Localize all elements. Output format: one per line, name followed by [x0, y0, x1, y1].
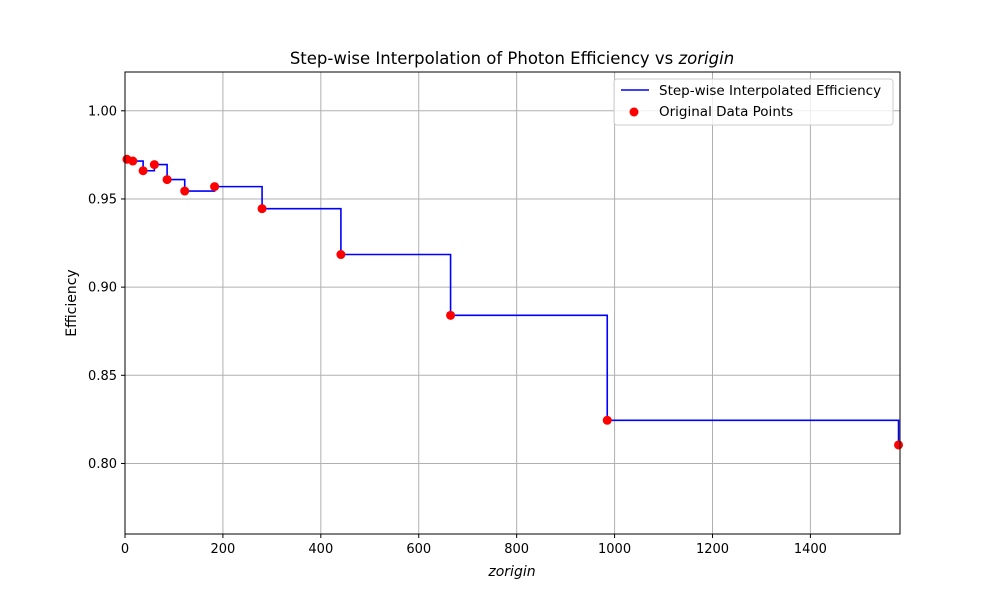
- y-axis-label: Efficiency: [64, 269, 80, 336]
- data-point: [149, 160, 159, 170]
- y-tick-label: 1.00: [88, 104, 117, 119]
- plot-series: [122, 154, 904, 450]
- y-tick-label: 0.80: [88, 457, 117, 472]
- legend-box: [613, 78, 894, 126]
- x-tick-label: 200: [211, 542, 236, 557]
- x-tick-label: 400: [308, 542, 333, 557]
- y-tick-label: 0.85: [88, 369, 117, 384]
- x-tick-label: 800: [504, 542, 529, 557]
- chart-title-prefix: Step-wise Interpolation of Photon Effici…: [290, 49, 679, 68]
- data-point: [257, 204, 267, 214]
- data-point: [894, 440, 904, 450]
- data-point: [446, 310, 456, 320]
- legend-marker-swatch: [629, 107, 639, 117]
- y-tick-label: 0.90: [88, 281, 117, 296]
- plot-frame: [124, 71, 901, 535]
- data-point: [602, 415, 612, 425]
- axis-ticks: 0 200 400 600 800 1000 1200 1400 0.80 0.85 0.90 0.9…: [88, 104, 827, 557]
- series-step-line: [126, 158, 900, 445]
- chart-title: Step-wise Interpolation of Photon Effici…: [290, 49, 734, 68]
- x-axis-label: zorigin: [487, 564, 535, 580]
- data-point: [162, 175, 172, 185]
- x-tick-label: 1400: [794, 542, 827, 557]
- x-tick-label: 1200: [696, 542, 729, 557]
- y-tick-label: 0.95: [88, 192, 117, 207]
- legend-label-step: Step-wise Interpolated Efficiency: [659, 83, 881, 99]
- legend-label-points: Original Data Points: [659, 104, 793, 120]
- data-point: [210, 182, 220, 192]
- data-point: [138, 166, 148, 176]
- x-tick-label: 1000: [598, 542, 631, 557]
- data-point: [128, 156, 138, 166]
- chart-title-variable: zorigin: [678, 49, 735, 68]
- x-tick-label: 0: [121, 542, 129, 557]
- grid: [124, 72, 900, 534]
- legend: Step-wise Interpolated Efficiency Origin…: [613, 78, 894, 126]
- data-point: [336, 250, 346, 260]
- data-point: [180, 186, 190, 196]
- x-tick-label: 600: [406, 542, 431, 557]
